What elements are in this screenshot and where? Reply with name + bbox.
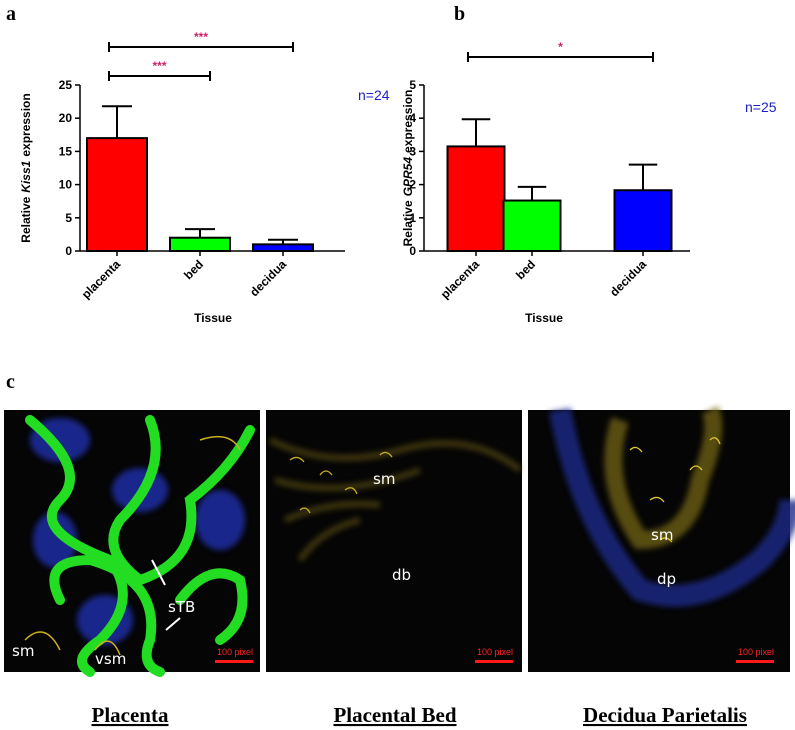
y-tick-label: 25 [59,78,73,92]
image-label: sm [651,526,673,544]
y-tick-label: 10 [59,178,73,192]
y-tick-label: 0 [65,244,72,258]
panel-label: b [454,3,465,25]
image-decidua-parietalis: sm dp 100 pixel [528,405,795,672]
image-caption: Placental Bed [333,703,456,727]
y-tick-label: 4 [409,111,416,125]
scale-bar [215,660,253,663]
x-tick-label: decidua [247,257,289,299]
image-caption: Decidua Parietalis [583,703,747,727]
x-axis-label: Tissue [194,311,232,325]
scale-label: 100 pixel [477,647,513,657]
x-tick-label: decidua [607,257,649,299]
scale-label: 100 pixel [217,647,253,657]
y-tick-label: 5 [409,78,416,92]
y-axis-label: Relative Kiss1 expression [19,93,33,242]
bar [502,199,562,252]
significance-label: *** [152,59,166,73]
y-label-text: Relative [19,196,33,242]
y-tick-label: 15 [59,144,73,158]
x-tick-label: bed [513,257,538,282]
bar [613,189,673,253]
y-tick-label: 20 [59,111,73,125]
y-label-text: expression [401,90,415,153]
image-label: vsm [95,650,126,668]
y-tick-label: 1 [409,211,416,225]
x-tick-label: placenta [79,257,124,302]
y-tick-label: 2 [409,178,416,192]
image-label: dp [657,570,676,588]
y-tick-label: 0 [409,244,416,258]
significance-label: *** [194,30,208,44]
image-label: db [392,566,411,584]
image-placenta: sTB sm vsm 100 pixel [4,410,260,677]
image-label: sm [373,470,395,488]
y-label-text: Relative [401,200,415,246]
scale-bar [736,660,774,663]
x-axis-label: Tissue [525,311,563,325]
x-tick-label: bed [181,257,206,282]
y-label-gene: Kiss1 [19,160,33,192]
bar [252,243,314,253]
n-label: n=24 [358,87,390,103]
n-label: n=25 [745,99,777,115]
panel-label: a [6,3,16,25]
bar [446,145,506,252]
y-label-text: expression [19,93,33,156]
image-label: sTB [168,598,195,616]
image-caption: Placenta [92,703,169,727]
panel-label: c [6,371,15,393]
scale-label: 100 pixel [738,647,774,657]
y-tick-label: 5 [65,211,72,225]
significance-label: * [558,40,563,54]
y-axis-label: Relative GPR54 expression [401,90,415,247]
bar [169,236,231,253]
y-label-gene: GPR54 [401,157,415,197]
bar [86,137,148,252]
image-placental-bed: sm db 100 pixel [266,410,522,672]
scale-bar [475,660,513,663]
x-tick-label: placenta [438,257,483,302]
y-tick-label: 3 [409,144,416,158]
image-label: sm [12,642,34,660]
